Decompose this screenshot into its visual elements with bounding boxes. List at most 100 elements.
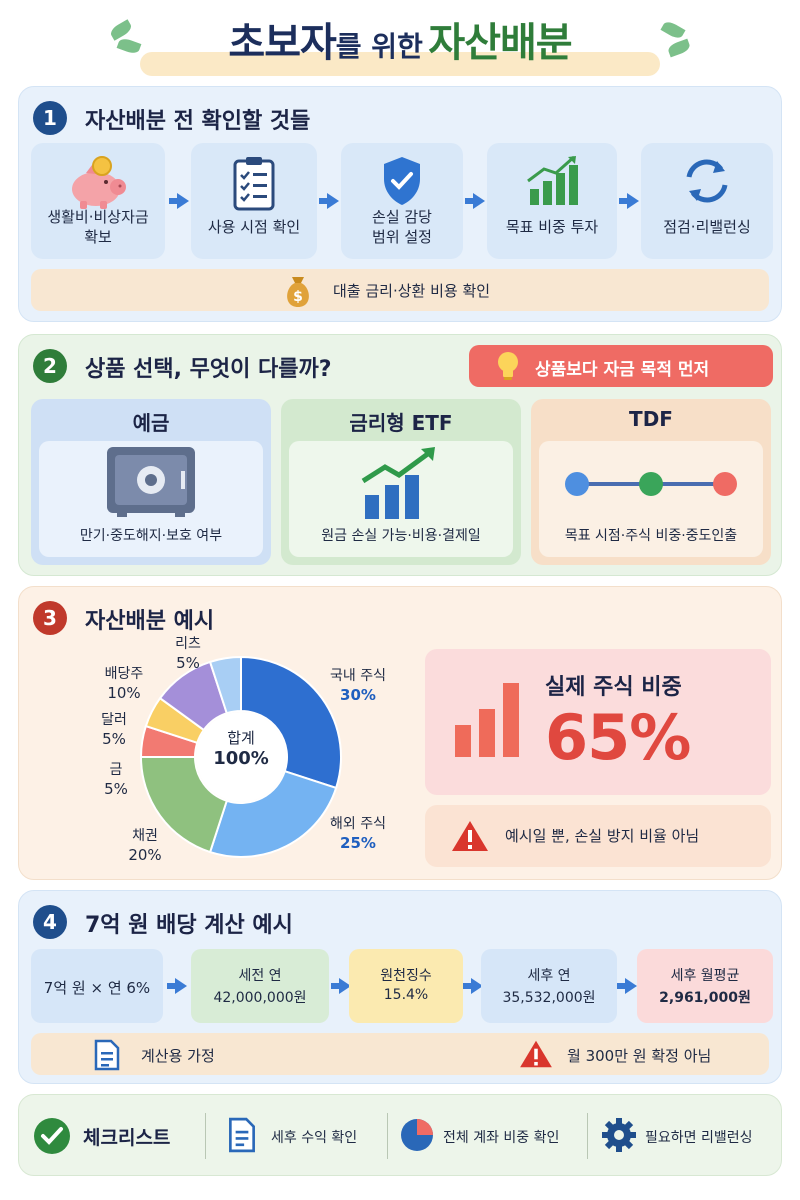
center-value: 100% — [213, 748, 269, 769]
lightbulb-icon — [495, 351, 521, 385]
arrow-icon — [617, 978, 637, 994]
timeline-icon — [563, 469, 739, 503]
section-pre-check: 1 자산배분 전 확인할 것들 생활비·비상자금 확보 — [18, 86, 782, 322]
page-title: 초보자를 위한 자산배분 — [0, 10, 800, 68]
slice-name: 리츠 — [175, 636, 201, 652]
caution-text: 월 300만 원 확정 아님 — [567, 1047, 712, 1065]
calc-step-value: 35,532,000원 — [502, 990, 596, 1006]
calc-step-pretax: 세전 연 42,000,000원 — [191, 949, 329, 1023]
card-inner: 목표 시점·주식 비중·중도인출 — [539, 441, 763, 557]
allocation-donut-chart — [139, 655, 342, 858]
section-dividend-calc: 4 7억 원 배당 계산 예시 7억 원 × 연 6% 세전 연 42,000,… — [18, 890, 782, 1084]
pie-slice-6 — [208, 655, 242, 715]
title-part3: 자산배분 — [428, 20, 572, 66]
step-loss-range: 손실 감당 범위 설정 — [341, 143, 463, 259]
warning-icon — [451, 819, 489, 857]
section-number: 4 — [33, 905, 67, 939]
slice-name: 달러 — [101, 712, 127, 728]
step-label-line1: 사용 시점 확인 — [207, 218, 301, 236]
loan-note-text: 대출 금리·상환 비용 확인 — [333, 282, 491, 300]
slice-name: 배당주 — [104, 666, 144, 682]
calc-step-withholding: 원천징수 15.4% — [349, 949, 463, 1023]
slice-name: 금 — [109, 762, 123, 778]
pie-chart-icon — [399, 1117, 435, 1157]
checklist-item: 필요하면 리밸런싱 — [645, 1130, 753, 1146]
calc-step-label: 세후 연 — [527, 968, 571, 984]
warning-text: 예시일 뿐, 손실 방지 비율 아님 — [505, 827, 700, 845]
arrow-icon — [619, 193, 639, 209]
slice-pct: 25% — [340, 834, 376, 852]
slice-pct: 5% — [176, 654, 200, 672]
chart-center: 합계 100% — [209, 727, 273, 769]
bar-chart-icon — [524, 155, 580, 211]
example-warning: 예시일 뿐, 손실 방지 비율 아님 — [425, 805, 771, 867]
card-tdf: TDF 목표 시점·주식 비중·중도인출 — [531, 399, 771, 565]
warning-icon — [519, 1039, 553, 1073]
step-label-line1: 목표 비중 투자 — [505, 218, 599, 236]
step-label-line2: 확보 — [84, 228, 112, 246]
bar-chart-icon — [453, 679, 525, 763]
divider — [587, 1113, 588, 1159]
donut-hole — [196, 712, 286, 802]
step-label-line1: 생활비·비상자금 — [47, 208, 149, 226]
shield-icon — [380, 155, 424, 211]
refresh-icon — [681, 155, 733, 211]
pie-slice-2 — [139, 756, 229, 854]
calc-step-value: 42,000,000원 — [213, 990, 307, 1006]
section-title: 자산배분 전 확인할 것들 — [85, 109, 311, 134]
checklist-item: 전체 계좌 비중 확인 — [443, 1130, 560, 1146]
assumption-bar: 계산용 가정 월 300만 원 확정 아님 — [31, 1033, 769, 1075]
checklist-item: 세후 수익 확인 — [271, 1130, 358, 1146]
card-inner: 원금 손실 가능·비용·결제일 — [289, 441, 513, 557]
arrow-icon — [463, 978, 483, 994]
card-title: TDF — [629, 407, 673, 431]
step-label-line1: 손실 감당 — [372, 208, 432, 226]
slice-pct: 20% — [128, 846, 162, 864]
title-part2: 를 위한 — [335, 30, 423, 63]
step-label-line1: 점검·리밸런싱 — [663, 218, 751, 236]
card-rate-etf: 금리형 ETF 원금 손실 가능·비용·결제일 — [281, 399, 521, 565]
tip-banner: 상품보다 자금 목적 먼저 — [469, 345, 773, 387]
card-inner: 만기·중도해지·보호 여부 — [39, 441, 263, 557]
arrow-icon — [331, 978, 351, 994]
header: 초보자를 위한 자산배분 — [0, 0, 800, 86]
arrow-icon — [465, 193, 485, 209]
step-usage-timing: 사용 시점 확인 — [191, 143, 317, 259]
tip-text: 상품보다 자금 목적 먼저 — [535, 360, 710, 380]
calc-step-label: 원천징수 — [380, 968, 432, 984]
slice-name: 해외 주식 — [330, 816, 386, 832]
arrow-icon — [167, 978, 187, 994]
slice-name: 채권 — [132, 828, 158, 844]
growth-chart-icon — [359, 445, 443, 525]
slice-pct: 30% — [340, 686, 376, 704]
card-title: 금리형 ETF — [349, 411, 453, 435]
slice-label-overseas: 해외 주식 25% — [311, 815, 405, 853]
pie-slice-0 — [240, 655, 342, 790]
section-title: 자산배분 예시 — [85, 609, 215, 634]
checklist-title: 체크리스트 — [83, 1127, 171, 1149]
stock-weight-value: 65% — [545, 701, 691, 774]
svg-text:$: $ — [293, 289, 303, 305]
slice-pct: 5% — [104, 780, 128, 798]
calc-step-value: 2,961,000원 — [659, 990, 751, 1006]
section-product-choice: 2 상품 선택, 무엇이 다를까? 상품보다 자금 목적 먼저 예금 — [18, 334, 782, 576]
card-title: 예금 — [132, 411, 170, 435]
safe-icon — [103, 445, 199, 523]
document-icon — [227, 1117, 257, 1157]
step-label-line2: 범위 설정 — [372, 228, 432, 246]
checklist-icon — [232, 155, 276, 215]
step-target-weight: 목표 비중 투자 — [487, 143, 617, 259]
arrow-icon — [169, 193, 189, 209]
checklist: 체크리스트 세후 수익 확인 전체 계좌 비중 확인 — [18, 1094, 782, 1176]
slice-pct: 10% — [107, 684, 141, 702]
calc-step-aftertax: 세후 연 35,532,000원 — [481, 949, 617, 1023]
stock-weight-label: 실제 주식 비중 — [545, 675, 682, 700]
step-emergency-fund: 생활비·비상자금 확보 — [31, 143, 165, 259]
section-allocation-example: 3 자산배분 예시 합계 100% 국내 주식 30% 해외 주식 25% 채권… — [18, 586, 782, 880]
calc-step-label: 세후 월평균 — [670, 968, 740, 984]
document-icon — [93, 1039, 121, 1075]
gear-icon — [601, 1117, 637, 1157]
slice-label-dollar: 달러 5% — [89, 711, 139, 749]
calc-step-monthly: 세후 월평균 2,961,000원 — [637, 949, 773, 1023]
calc-step-value: 15.4% — [383, 987, 429, 1003]
